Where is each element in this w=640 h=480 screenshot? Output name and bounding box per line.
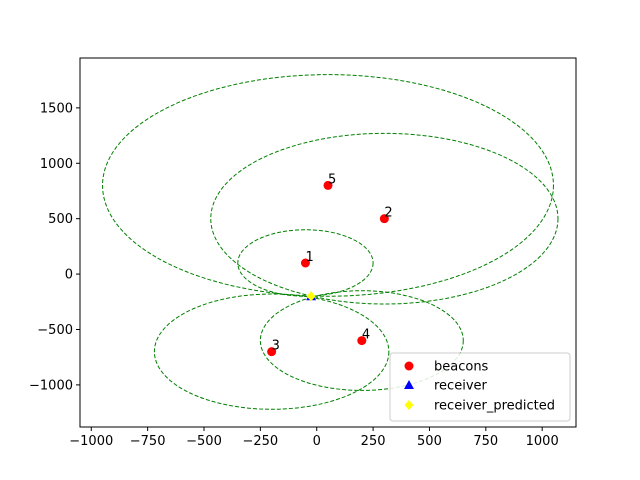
legend-label-receiver-predicted: receiver_predicted <box>434 399 555 414</box>
beacon-point-2 <box>379 214 389 224</box>
beacon-label-3: 3 <box>272 339 280 354</box>
beacon-label-1: 1 <box>305 250 313 265</box>
x-tick-label: −1000 <box>69 434 113 449</box>
legend-marker-beacons <box>404 361 414 371</box>
range-circle-2 <box>210 132 559 305</box>
legend-marker-receiver <box>404 380 414 389</box>
y-tick-label: −1000 <box>29 378 73 393</box>
axes: −1000 −750 −500 −250 0 250 500 750 1000−1000−500… <box>29 57 577 449</box>
y-tick-label: 500 <box>48 212 73 227</box>
x-tick-label: 0 <box>313 434 321 449</box>
data-points: 1 2 3 4 5 <box>267 172 393 357</box>
beacon-point-5 <box>323 180 333 190</box>
x-tick-label: −250 <box>243 434 279 449</box>
y-tick-label: 1500 <box>40 101 73 116</box>
legend-label-receiver: receiver <box>434 379 488 394</box>
legend-box <box>389 352 571 422</box>
y-tick-label: 1000 <box>40 157 73 172</box>
x-tick-label: 750 <box>473 434 498 449</box>
x-tick-label: 1000 <box>526 434 559 449</box>
x-tick-label: −500 <box>186 434 222 449</box>
range-circle-3 <box>153 293 390 410</box>
x-tick-label: 500 <box>417 434 442 449</box>
range-circles <box>102 74 559 410</box>
legend: beacons receiver receiver_predicted <box>389 352 571 422</box>
legend-marker-receiver-predicted <box>404 400 414 410</box>
x-tick-label: −750 <box>130 434 166 449</box>
beacon-point-4 <box>357 336 367 346</box>
beacon-point-1 <box>300 258 310 268</box>
legend-label-beacons: beacons <box>434 360 489 375</box>
receiver-predicted-point <box>306 291 316 302</box>
beacon-label-5: 5 <box>328 172 336 187</box>
beacon-point-3 <box>267 347 277 357</box>
y-tick-label: −500 <box>37 323 73 338</box>
plot-frame <box>79 57 577 428</box>
range-circle-5 <box>102 74 554 297</box>
beacon-label-4: 4 <box>362 328 370 343</box>
range-circle-4 <box>259 290 464 391</box>
y-tick-label: 0 <box>65 268 73 283</box>
beacon-label-2: 2 <box>384 206 392 221</box>
x-tick-label: 250 <box>361 434 386 449</box>
